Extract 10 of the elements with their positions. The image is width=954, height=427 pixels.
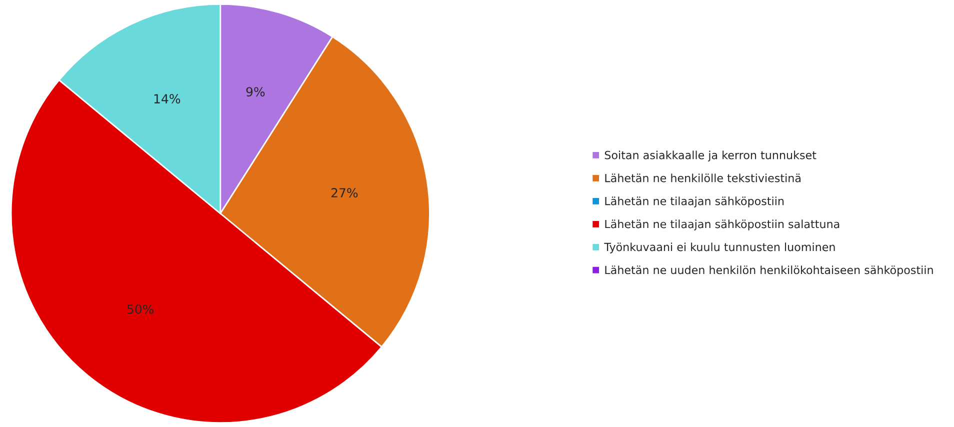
- legend-label: Lähetän ne henkilölle tekstiviestinä: [605, 174, 800, 182]
- legend-label: Työnkuvaani ei kuulu tunnusten luominen: [604, 242, 835, 254]
- legend-label: Lähetän ne tilaajan sähköpostiin: [605, 196, 784, 208]
- data-label: 14%: [154, 94, 180, 104]
- legend-label: Soitan asiakkaalle ja kerron tunnukset: [604, 150, 816, 162]
- legend-label: Lähetän ne tilaajan sähköpostiin salattuna: [605, 220, 840, 230]
- data-label: 27%: [331, 188, 358, 198]
- data-label: 50%: [127, 304, 154, 314]
- data-label: 9%: [246, 87, 265, 97]
- legend-label: Lähetän ne uuden henkilön henkilökohtaiseen sähköpostiin: [605, 266, 933, 276]
